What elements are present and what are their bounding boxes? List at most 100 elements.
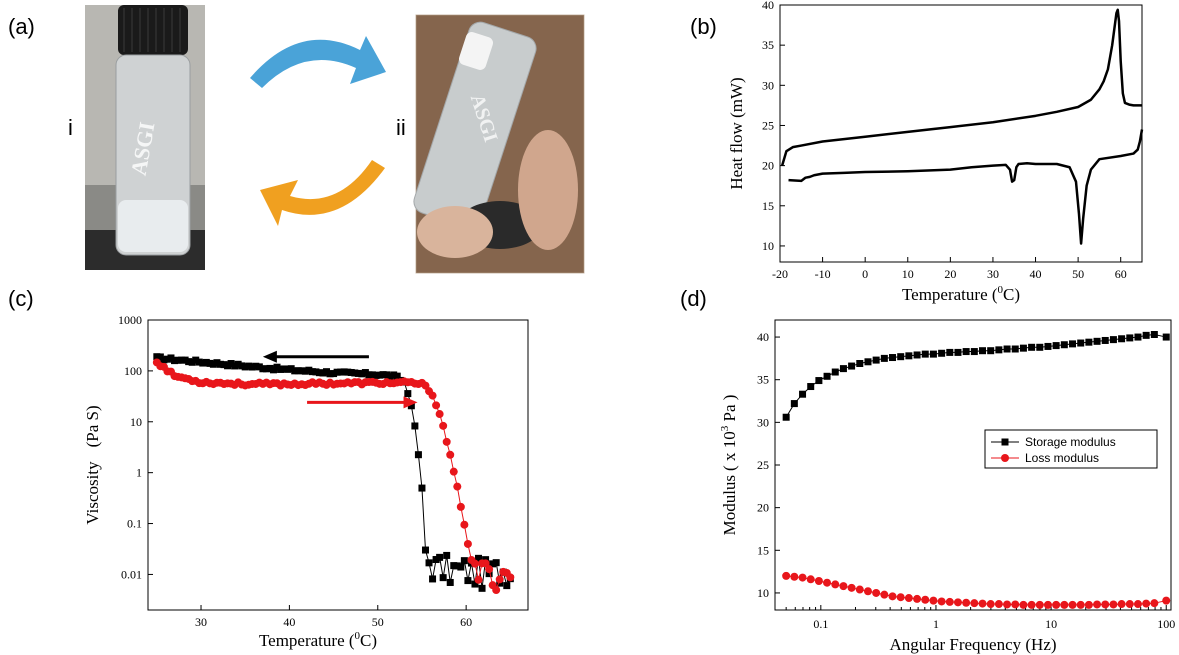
panel-a-photos: ASGI ASGI [85,5,585,274]
legend-storage-marker [1001,438,1009,446]
storage-modulus-point [970,348,978,356]
heating-arrow-icon [403,396,418,409]
y-axis-title-c-unit: (Pa S) [83,405,102,447]
heating-series-point [474,575,483,584]
storage-modulus-point [921,350,929,358]
cooling-series-point [266,364,274,372]
cooling-series-point [368,371,376,379]
storage-modulus-point [880,354,888,362]
loss-modulus-point [1142,599,1151,608]
storage-modulus-point [815,377,823,385]
cooling-series-point [421,546,429,554]
loss-modulus-point [1035,600,1044,609]
cooling-series-point [216,360,224,368]
loss-modulus-point [1133,600,1142,609]
storage-modulus-point [962,348,970,356]
cooling-series-point [224,362,232,370]
loss-modulus-point [945,597,954,606]
x-tick-label-c: 40 [283,615,295,629]
loss-modulus-point [798,573,807,582]
storage-modulus-point [782,413,790,421]
y-axis-title-d-sup: 3 [719,425,731,431]
y-tick-label-c: 0.1 [127,517,142,531]
x-axis-title-b-main: Temperature ( [902,285,998,304]
cooling-series-point [436,553,444,561]
cooling-series-point [305,366,313,374]
x-tick-label-b: 60 [1115,267,1127,281]
cooling-series-point [376,371,384,379]
loss-modulus-point [782,571,791,580]
loss-modulus-point [1027,600,1036,609]
loss-modulus-point [1011,600,1020,609]
loss-modulus-point [831,580,840,589]
storage-modulus-point [889,354,897,362]
cooling-series-point [312,368,320,376]
y-tick-label-d: 15 [757,543,769,557]
storage-modulus-point [1109,336,1117,344]
cooling-series-point [160,356,168,364]
heating-series-point [460,520,469,529]
heating-series-point [492,586,501,595]
cooling-series-point [407,402,415,410]
storage-modulus-point [839,365,847,373]
loss-modulus-point [1093,600,1102,609]
storage-modulus-point [905,352,913,360]
heating-series-point [463,539,472,548]
x-tick-label-b: 0 [862,267,868,281]
cooling-series-point [443,551,451,559]
cooling-series-point [393,372,401,380]
cooling-series-point [234,360,242,368]
cooling-series-point [429,575,437,583]
storage-modulus-point [823,372,831,380]
cooling-series-point [241,363,249,371]
storage-modulus-point [1093,337,1101,345]
cooling-series-point [245,362,253,370]
x-axis-title-c: Temperature (0C) [259,630,377,650]
heating-series-point [428,391,437,400]
loss-modulus-point [814,577,823,585]
cooling-series-point [503,582,511,590]
cooling-series-point [209,360,217,368]
storage-modulus-point [946,348,954,356]
plot-frame-b [779,4,1143,263]
y-tick-label-c: 0.01 [121,567,142,581]
loss-modulus-point [913,594,922,603]
cooling-series-point [319,369,327,377]
loss-modulus-point [1076,600,1085,609]
storage-modulus-point [1060,341,1068,349]
y-axis-title-d-unit-pre: ( x 10 [720,431,739,471]
storage-modulus-point [913,351,921,359]
cooling-series-point [351,369,359,377]
loss-modulus-point [1162,596,1171,605]
storage-modulus-point [864,358,872,366]
photo-i-label: i [68,115,73,140]
photo-ii-label: ii [396,115,406,140]
y-tick-label-d: 25 [757,458,769,472]
cooling-series-point [337,368,345,376]
y-tick-label-d: 35 [757,373,769,387]
storage-modulus-point [848,362,856,370]
x-axis-title-c-main: Temperature ( [259,631,355,650]
cooling-series-point [167,354,175,362]
cooling-series-point [255,363,263,371]
loss-modulus-point [806,575,815,584]
x-tick-label-b: -10 [815,267,831,281]
cooling-series-point [425,559,433,567]
cooling-series-point [323,368,331,376]
cooling-series-point [185,358,193,366]
cooling-series-point [269,366,277,374]
cooling-series-point [163,355,171,363]
vial-photo-ii: ASGI [413,14,585,274]
y-tick-label-b: 35 [762,38,774,52]
loss-modulus-point [1150,599,1159,608]
plot-frame-c [147,319,529,611]
panel-d-label: (d) [680,286,707,311]
cooling-series-point [206,359,214,367]
heating-series-point [432,401,441,410]
cooling-series-point [287,365,295,373]
storage-modulus-point [987,347,995,355]
cooling-series-point [358,370,366,378]
y-tick-label-d: 10 [757,586,769,600]
cooling-series-point [326,370,334,378]
storage-modulus-point [831,368,839,376]
